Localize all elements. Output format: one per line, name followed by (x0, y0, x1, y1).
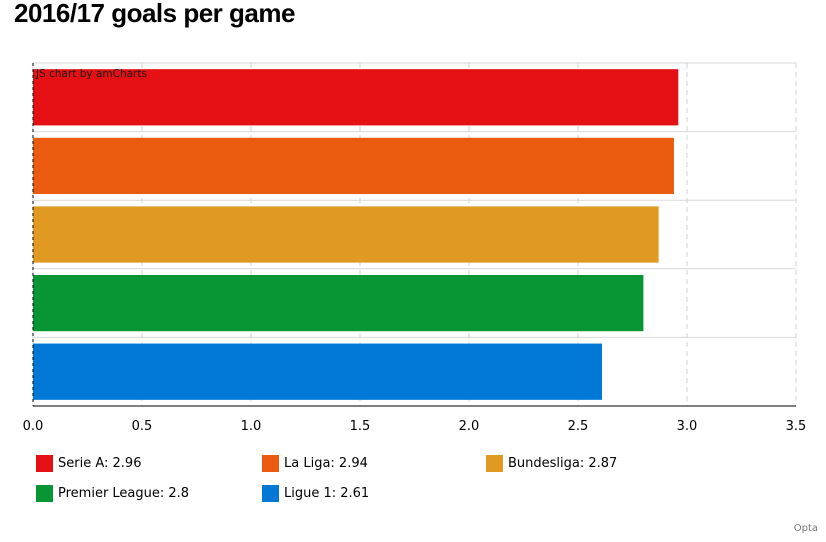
x-tick-label: 3.0 (677, 419, 698, 434)
bar-chart: 0.0 0.5 1.0 1.5 2.0 2.5 3.0 3.5 (23, 62, 807, 434)
legend-item-premier-league[interactable]: Premier League: 2.8 (36, 485, 189, 502)
x-tick-label: 1.0 (241, 419, 262, 434)
chart-credit[interactable]: JS chart by amCharts (36, 68, 147, 80)
bar-la-liga (33, 137, 674, 195)
legend-swatch (36, 455, 53, 472)
legend-swatch (486, 455, 503, 472)
chart-title: 2016/17 goals per game (14, 0, 295, 28)
legend-label: Serie A: 2.96 (58, 456, 142, 471)
legend-label: La Liga: 2.94 (284, 456, 368, 471)
legend-label: Bundesliga: 2.87 (508, 456, 618, 471)
bar-serie-a (33, 69, 679, 126)
legend-swatch (36, 485, 53, 502)
source-note: Opta (793, 523, 818, 534)
legend-label: Ligue 1: 2.61 (284, 486, 370, 501)
legend-item-bundesliga[interactable]: Bundesliga: 2.87 (486, 455, 617, 472)
x-tick-label: 3.5 (786, 419, 807, 434)
legend-swatch (262, 485, 279, 502)
x-tick-label: 0.0 (23, 419, 44, 434)
bar-ligue-1 (33, 343, 602, 400)
legend-label: Premier League: 2.8 (58, 486, 190, 501)
legend-item-ligue-1[interactable]: Ligue 1: 2.61 (262, 485, 369, 502)
legend-swatch (262, 455, 279, 472)
legend-item-la-liga[interactable]: La Liga: 2.94 (262, 455, 368, 472)
bar-premier-league (33, 274, 644, 332)
bar-bundesliga (33, 206, 659, 263)
legend-item-serie-a[interactable]: Serie A: 2.96 (36, 455, 141, 472)
x-tick-label: 0.5 (132, 419, 153, 434)
x-tick-label: 1.5 (350, 419, 371, 434)
x-tick-label: 2.0 (459, 419, 480, 434)
x-tick-label: 2.5 (568, 419, 589, 434)
